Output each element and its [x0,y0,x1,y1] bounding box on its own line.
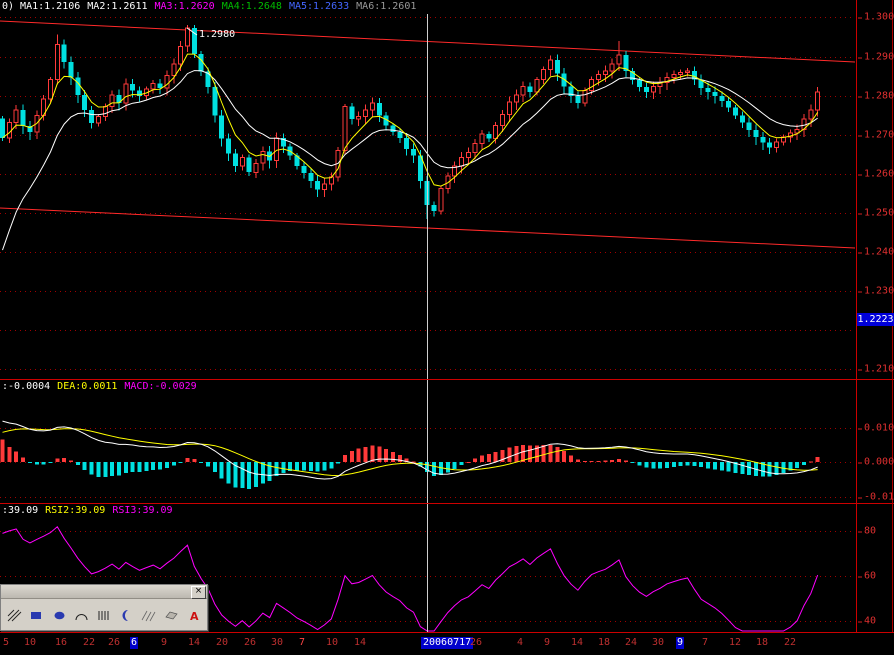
date-label: 24 [625,637,638,648]
toolbar-close-button[interactable]: × [191,586,206,599]
price-axis-label: 1.2300 [857,286,894,297]
rsi-line [2,526,819,632]
date-label: 26 [108,637,121,648]
price-axis: 1.3000 1.2900 1.2800 1.2700 1.2600 1.2500 1.24… [857,0,894,655]
date-label: 14 [571,637,584,648]
date-label: 10 [24,637,37,648]
date-label: 26 [244,637,257,648]
rsi-axis-label: 40 [857,615,877,627]
dea-line [2,428,818,477]
ma-label-segment: MA4:1.2648 [221,1,282,12]
svg-text:A: A [190,610,199,622]
price-axis-label: 1.2600 [857,169,894,180]
date-axis: 5 10 16 22 26 6 9 14 20 26 30 7 10 14 20060717 26 4 9 14 18… [0,633,894,655]
date-label: 26 [470,637,483,648]
date-label: 12 [729,637,742,648]
macd-axis-label: -0.010 [857,492,894,503]
date-label: 30 [271,637,284,648]
dif-line [2,420,818,480]
date-label: 30 [652,637,665,648]
selected-date-badge: 20060717 [421,637,474,649]
macd-label-segment: :-0.0004 [2,381,51,392]
date-label: 6 [130,637,139,649]
ellipse-tool[interactable] [50,602,68,628]
date-label: 22 [784,637,797,648]
date-label: 4 [517,637,524,648]
candles-layer [0,24,821,219]
date-label: 20 [216,637,229,648]
rectangle-icon [31,611,42,619]
date-label: 14 [354,637,367,648]
ma-slow-line [2,70,818,251]
date-label: 9 [161,637,168,648]
toolbar-titlebar[interactable]: × [1,585,207,599]
trendline-tool[interactable] [5,602,23,628]
last-price-badge: 1.2223 [857,313,894,326]
crescent-tool[interactable] [117,602,135,628]
macd-axis-label: 0.000 [857,456,894,468]
hatch-lines-icon [141,610,156,621]
text-tool[interactable]: A [185,602,203,628]
toolbar-buttons: A [1,599,207,631]
eraser-icon [165,611,178,619]
text-a-icon: A [190,610,199,622]
rsi-axis-label: 80 [857,525,877,537]
ma-label-segment: MA3:1.2620 [154,1,215,12]
annotation-pointer [186,27,198,36]
arc-icon [75,613,88,620]
date-label: 18 [756,637,769,648]
crescent-icon [122,609,128,621]
date-label: 9 [676,637,685,649]
macd-layer [0,439,820,489]
ma-label-segment: MA5:1.2633 [288,1,350,12]
rsi-values-bar: :39.09 RSI2:39.09 RSI3:39.09 [2,505,180,516]
date-label: 14 [188,637,201,648]
date-label: 22 [83,637,96,648]
ma-values-bar: 0) MA1:1.2106 MA2:1.2611 MA3:1.2620 MA4:1.2… [2,1,423,12]
peak-price-annotation: 1.2980 [199,29,236,40]
drawing-toolbar: × A [0,584,208,631]
macd-label-segment: MACD:-0.0029 [124,381,197,392]
date-label: 16 [55,637,68,648]
hatch-lines-tool[interactable] [140,602,158,628]
price-axis-label: 1.2800 [857,91,894,102]
price-axis-label: 1.2400 [857,247,894,258]
price-axis-label: 1.2500 [857,208,894,219]
rsi-label-segment: RSI3:39.09 [112,505,173,516]
price-axis-label: 1.3000 [857,12,894,23]
vertical-lines-icon [98,610,109,620]
trendline-icon [7,609,22,621]
date-label: 7 [299,637,306,648]
ma-label-segment: MA2:1.2611 [87,1,148,12]
ma-fast-line [2,53,819,187]
arc-tool[interactable] [72,602,90,628]
date-label: 10 [326,637,339,648]
eraser-tool[interactable] [162,602,180,628]
macd-values-bar: :-0.0004 DEA:0.0011 MACD:-0.0029 [2,381,204,392]
date-label: 18 [598,637,611,648]
date-label: 9 [544,637,551,648]
rectangle-tool[interactable] [27,602,45,628]
ellipse-icon [54,611,65,619]
price-axis-label: 1.2900 [857,52,894,63]
ma-label-segment: 0) MA1:1.2106 [2,1,81,12]
rsi-label-segment: RSI2:39.09 [45,505,106,516]
macd-axis-label: 0.010 [857,422,894,434]
date-label: 7 [702,637,709,648]
date-label: 5 [3,637,10,648]
macd-label-segment: DEA:0.0011 [57,381,118,392]
rsi-label-segment: :39.09 [2,505,39,516]
panel-borders [0,0,894,633]
ma-label-segment: MA6:1.2601 [356,1,417,12]
vertical-lines-tool[interactable] [95,602,113,628]
rsi-axis-label: 60 [857,570,877,582]
price-axis-label: 1.2700 [857,130,894,141]
